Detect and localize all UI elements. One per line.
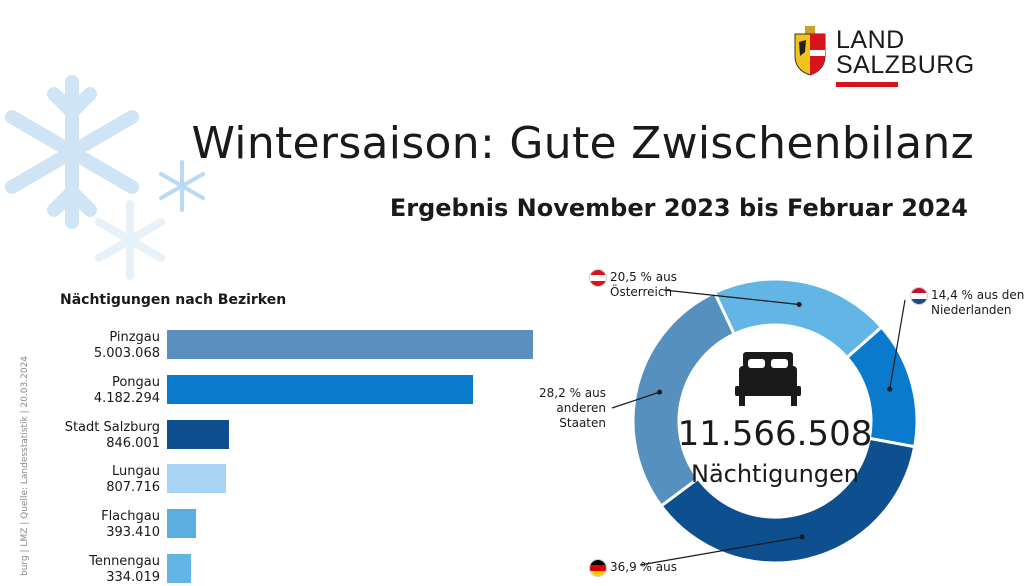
- leader-dot: [796, 301, 802, 307]
- bar-label: Lungau 807.716: [40, 464, 160, 496]
- slice-label: 36,9 % aus: [610, 560, 677, 575]
- netherlands-flag-icon: [911, 288, 927, 304]
- slice-label: 28,2 % aus anderen Staaten: [470, 386, 606, 431]
- donut-chart: [631, 277, 919, 565]
- bar-label: Stadt Salzburg 846.001: [40, 420, 160, 452]
- logo-line1: LAND: [836, 26, 905, 54]
- bar-value-label: 807.716: [106, 480, 160, 496]
- bar-category: Pinzgau: [109, 330, 160, 345]
- leader-line: [611, 391, 660, 409]
- logo-line2: SALZBURG: [836, 51, 975, 79]
- leader-dot: [887, 386, 893, 392]
- slice-label-line: 14,4 % aus den: [931, 288, 1024, 302]
- donut-slice: [659, 436, 917, 565]
- bar: [167, 419, 229, 449]
- faint-snowflake-icon: [95, 200, 165, 280]
- total-value: 11.566.508: [677, 414, 873, 454]
- leader-line: [889, 299, 906, 390]
- bar-value-label: 393.410: [106, 525, 160, 541]
- bar-category: Tennengau: [89, 554, 160, 569]
- bar-category: Flachgau: [101, 509, 160, 525]
- snowflake-icon: [5, 75, 139, 229]
- page-title: Wintersaison: Gute Zwischenbilanz: [191, 118, 974, 169]
- bar-value-label: 5.003.068: [93, 346, 160, 361]
- bar-label: Flachgau 393.410: [40, 509, 160, 541]
- bar: [167, 330, 533, 359]
- germany-flag-icon: [590, 560, 606, 576]
- austria-flag-icon: [590, 270, 606, 286]
- leader-dot: [657, 389, 663, 395]
- leader-line: [663, 289, 800, 306]
- slice-label-line: anderen: [556, 401, 606, 415]
- bar: [167, 464, 227, 494]
- page-subtitle: Ergebnis November 2023 bis Februar 2024: [389, 194, 968, 222]
- bar: [167, 374, 473, 404]
- slice-label: 20,5 % aus Österreich: [610, 270, 677, 300]
- leader-line: [639, 536, 803, 566]
- slice-label-line: Niederlanden: [931, 303, 1012, 317]
- leader-dot: [799, 534, 805, 540]
- bar-category: Stadt Salzburg: [64, 419, 160, 435]
- bar-chart-title: Nächtigungen nach Bezirken: [60, 292, 287, 308]
- bed-icon: [735, 352, 801, 406]
- bar-value-label: 846.001: [106, 435, 160, 451]
- snowflake-decoration: [5, 75, 205, 280]
- bar-category: Lungau: [112, 464, 160, 480]
- bar-label: Pongau 4.182.294: [40, 375, 160, 407]
- slice-label-line: Österreich: [610, 285, 673, 299]
- small-snowflake-icon: [159, 160, 205, 212]
- coat-of-arms-icon: [794, 26, 826, 76]
- land-salzburg-logo: LAND SALZBURG: [793, 26, 975, 90]
- slice-label-line: 28,2 % aus: [539, 386, 606, 400]
- slice-label-line: 20,5 % aus: [610, 270, 677, 284]
- logo-underline: [836, 82, 898, 87]
- bar-label: Pinzgau 5.003.068: [40, 330, 160, 362]
- slice-label: 14,4 % aus den Niederlanden: [931, 288, 1024, 318]
- slice-label-line: 36,9 % aus: [610, 560, 677, 574]
- bar: [167, 509, 196, 539]
- total-label: Nächtigungen: [690, 460, 859, 488]
- bar-category: Pongau: [111, 374, 160, 390]
- bar-value-label: 4.182.294: [93, 390, 160, 406]
- slice-label-line: Staaten: [559, 416, 606, 430]
- bar-chart: Pinzgau 5.003.068 Pongau 4.182.294 Stadt Sal…: [40, 330, 533, 585]
